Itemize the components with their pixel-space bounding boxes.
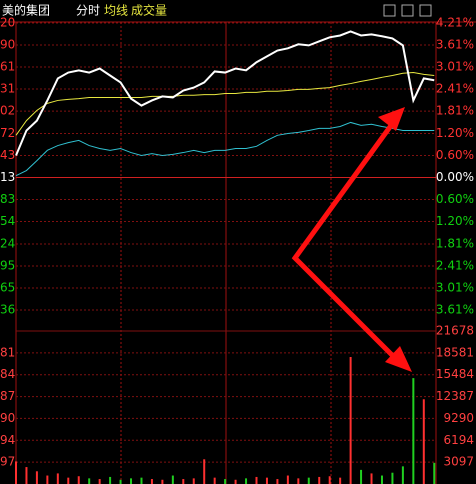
zoom-icon[interactable]: [383, 4, 396, 17]
left-tick-label: 54: [0, 214, 15, 228]
y-tick-label: 2.41%: [436, 258, 474, 272]
volume-tick-label: 12387: [436, 389, 474, 403]
left-tick-label: 83: [0, 192, 15, 206]
left-tick-label: 90: [0, 38, 15, 52]
arrow-head: [378, 107, 405, 131]
left-tick-label: 02: [0, 104, 15, 118]
volume-label[interactable]: 成交量: [131, 3, 167, 18]
volume-tick-label: 18581: [436, 345, 474, 359]
y-tick-label: 2.41%: [436, 82, 474, 96]
left-tick-label: 65: [0, 280, 15, 294]
left-tick-label: 20: [0, 16, 15, 30]
left-tick-label: 13: [0, 170, 15, 184]
left-volume-label: 97: [0, 455, 15, 469]
series-line: [15, 121, 435, 177]
y-tick-label: 3.61%: [436, 303, 474, 317]
left-tick-label: 43: [0, 148, 15, 162]
plot: 4.21% 20 3.61% 90 3.01% 61 2.41% 31 1.81% 02 1.20%…: [0, 16, 476, 484]
volume-tick-label: 9290: [443, 411, 474, 425]
stock-name: 美的集团: [2, 3, 50, 18]
y-tick-label: 0.60%: [436, 148, 474, 162]
left-tick-label: 36: [0, 303, 15, 317]
volume-tick-label: 3097: [443, 455, 474, 469]
y-tick-label: 1.81%: [436, 236, 474, 250]
y-tick-label: 3.61%: [436, 38, 474, 52]
series-line: [15, 72, 435, 136]
left-volume-label: 84: [0, 367, 15, 381]
left-volume-label: 87: [0, 389, 15, 403]
left-tick-label: 31: [0, 82, 15, 96]
arrow-head: [385, 346, 412, 372]
y-tick-label: 1.20%: [436, 126, 474, 140]
mode-label[interactable]: 分时: [76, 4, 100, 18]
y-tick-label: 1.20%: [436, 214, 474, 228]
left-tick-label: 72: [0, 126, 15, 140]
volume-tick-label: 15484: [436, 367, 474, 381]
y-tick-label: 3.01%: [436, 60, 474, 74]
y-tick-label: 0.00%: [436, 170, 474, 184]
volume-tick-label: 21678: [436, 324, 474, 338]
y-tick-label: 4.21%: [436, 16, 474, 30]
y-tick-label: 3.01%: [436, 280, 474, 294]
left-volume-label: 94: [0, 433, 15, 447]
left-tick-label: 61: [0, 60, 15, 74]
avg-label[interactable]: 均线: [104, 4, 128, 18]
volume-tick-label: 6194: [443, 433, 474, 447]
arrow-line: [291, 117, 398, 361]
left-volume-label: 90: [0, 411, 15, 425]
left-tick-label: 24: [0, 236, 15, 250]
y-tick-label: 0.60%: [436, 192, 474, 206]
left-volume-label: 81: [0, 345, 15, 359]
settings-icon[interactable]: [401, 4, 414, 17]
left-tick-label: 95: [0, 258, 15, 272]
close-icon[interactable]: [419, 4, 432, 17]
annotation-arrows: [291, 117, 398, 361]
y-tick-label: 1.81%: [436, 104, 474, 118]
series-line: [15, 30, 435, 156]
